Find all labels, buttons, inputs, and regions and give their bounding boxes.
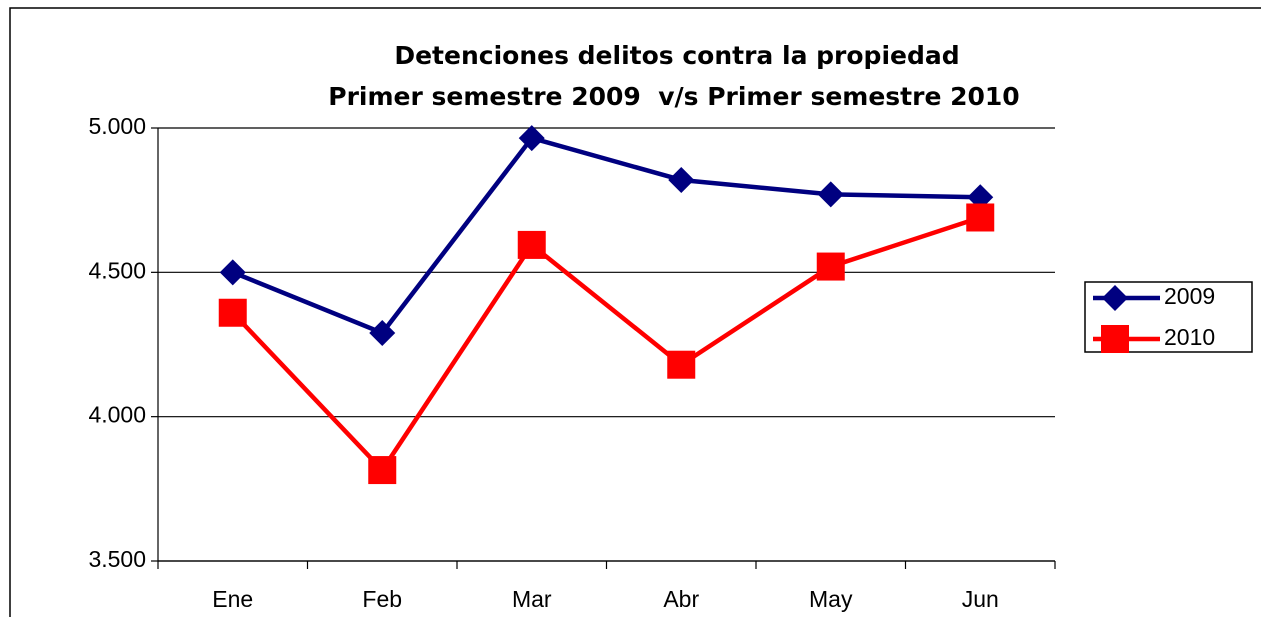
chart-frame (9, 7, 1261, 617)
data-point (816, 252, 845, 281)
legend-marker (1101, 325, 1129, 353)
x-tick-label: May (809, 586, 853, 612)
data-point (668, 166, 695, 193)
data-point (817, 181, 844, 208)
legend-marker (1102, 285, 1128, 311)
chart-subtitle: Primer semestre 2009 v/s Primer semestre… (328, 82, 1019, 111)
data-point (966, 203, 995, 232)
data-point (368, 456, 397, 485)
y-tick-label: 5.000 (88, 113, 146, 139)
data-point (667, 350, 696, 379)
x-tick-label: Feb (362, 586, 402, 612)
series-line (231, 215, 981, 473)
x-tick-label: Ene (212, 586, 253, 612)
y-tick-label: 4.000 (88, 402, 146, 428)
chart-title: Detenciones delitos contra la propiedad (394, 41, 959, 70)
legend-label: 2009 (1164, 283, 1215, 309)
data-point (219, 259, 246, 286)
data-point (218, 298, 247, 327)
legend-label: 2010 (1164, 324, 1215, 350)
series-line (231, 135, 981, 336)
x-tick-label: Jun (962, 586, 999, 612)
y-tick-label: 3.500 (88, 546, 146, 572)
x-tick-label: Mar (512, 586, 552, 612)
y-tick-label: 4.500 (88, 257, 146, 283)
data-point (517, 230, 546, 259)
data-point (518, 125, 545, 152)
x-tick-label: Abr (663, 586, 699, 612)
data-point (369, 319, 396, 346)
